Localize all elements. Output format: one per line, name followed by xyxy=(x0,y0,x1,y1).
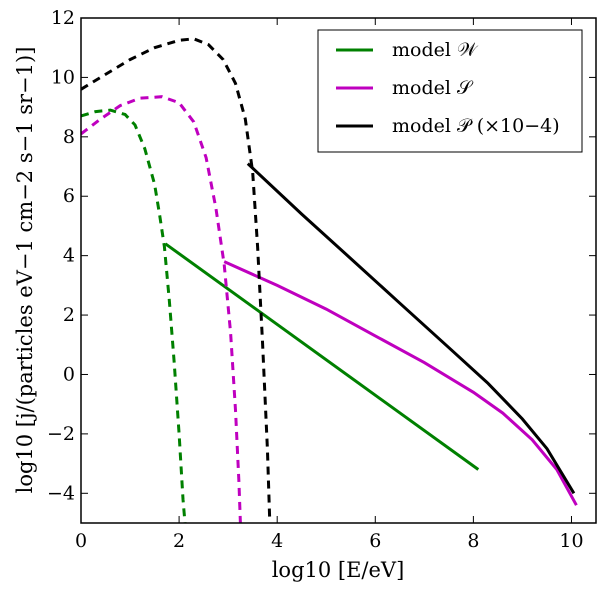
y-tick-label: 8 xyxy=(63,126,75,148)
y-tick-label: 10 xyxy=(51,66,75,88)
x-tick-label: 0 xyxy=(75,530,87,552)
y-tick-label: 0 xyxy=(63,363,75,385)
series-2-solid-line xyxy=(246,162,576,495)
x-axis-label: log10 [E/eV] xyxy=(272,558,405,582)
x-tick-label: 6 xyxy=(369,530,381,552)
legend-label: model 𝒮 xyxy=(392,77,474,99)
series-2-dashed-line xyxy=(81,37,272,523)
y-axis: −4 −2 0 2 4 6 8 10 12 xyxy=(47,7,596,504)
series-0-solid-line xyxy=(164,242,480,471)
series-1-solid-line xyxy=(223,260,578,506)
y-axis-label: log10 [j/(particles eV−1 cm−2 s−1 sr−1)] xyxy=(13,47,37,494)
y-tick-label: 12 xyxy=(51,7,75,29)
legend-label: model 𝒫 (×10−4) xyxy=(392,115,560,137)
x-axis: 0 2 4 6 8 10 xyxy=(75,18,584,552)
plot-area xyxy=(80,17,597,524)
plot-frame xyxy=(80,17,597,524)
y-tick-label: −2 xyxy=(47,423,75,445)
x-tick-label: 2 xyxy=(173,530,185,552)
y-tick-label: −4 xyxy=(47,482,75,504)
x-tick-label: 8 xyxy=(467,530,479,552)
y-tick-label: 4 xyxy=(63,245,75,267)
x-tick-label: 4 xyxy=(271,530,283,552)
legend: model 𝒲 model 𝒮 model 𝒫 (×10−4) xyxy=(317,29,583,153)
y-tick-label: 2 xyxy=(63,304,75,326)
series-0-dashed-line xyxy=(81,108,187,523)
x-tick-label: 10 xyxy=(559,530,583,552)
series-1-dashed-line xyxy=(81,95,242,523)
y-tick-label: 6 xyxy=(63,185,75,207)
legend-label: model 𝒲 xyxy=(392,39,479,61)
